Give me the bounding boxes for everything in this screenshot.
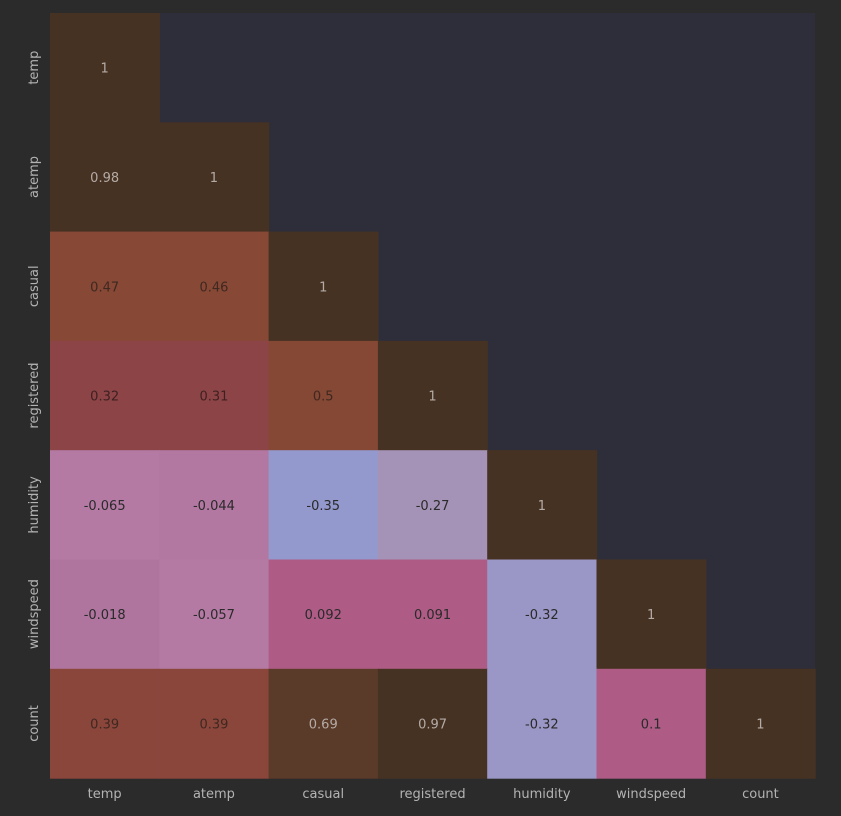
cell-value-label: 1 <box>319 280 327 295</box>
heatmap-cell <box>487 668 598 779</box>
y-tick-label: atemp <box>27 156 42 198</box>
y-tick-label: registered <box>27 362 42 428</box>
cell-value-label: 1 <box>756 717 764 732</box>
cell-value-label: 0.39 <box>199 717 228 732</box>
y-tick-label: windspeed <box>27 579 42 649</box>
cell-value-label: 0.1 <box>641 717 662 732</box>
heatmap-cell <box>50 231 160 342</box>
heatmap-cells: 1 0.98 1 0.47 0.46 1 0.32 0.31 0.5 1 -0.065 -0.044 -… <box>50 13 816 779</box>
cell-value-label: 0.31 <box>199 390 228 405</box>
heatmap-cell <box>268 559 379 670</box>
cell-value-label: 1 <box>538 499 546 514</box>
cell-value-label: 0.092 <box>305 608 342 623</box>
y-tick-label: count <box>27 705 42 742</box>
cell-value-label: -0.057 <box>193 608 235 623</box>
cell-value-label: -0.35 <box>306 499 340 514</box>
heatmap-cell <box>487 559 598 670</box>
heatmap-cell <box>596 559 707 670</box>
heatmap-cell <box>159 450 270 561</box>
cell-value-label: 1 <box>647 608 655 623</box>
x-tick-label: count <box>742 787 779 802</box>
x-tick-label: casual <box>302 787 344 802</box>
cell-value-label: 0.69 <box>309 717 338 732</box>
x-tick-label: registered <box>399 787 465 802</box>
x-tick-label: atemp <box>193 787 235 802</box>
cell-value-label: 0.5 <box>313 390 334 405</box>
heatmap-cell <box>268 231 379 342</box>
heatmap-cell <box>50 340 160 451</box>
heatmap-cell <box>596 668 707 779</box>
x-tick-label: humidity <box>513 787 571 802</box>
cell-value-label: 0.47 <box>90 280 119 295</box>
heatmap-cell <box>159 340 270 451</box>
cell-value-label: -0.065 <box>84 499 126 514</box>
cell-value-label: 0.97 <box>418 717 447 732</box>
cell-value-label: 0.98 <box>90 171 119 186</box>
heatmap-cell <box>50 450 160 561</box>
x-tick-label: temp <box>88 787 122 802</box>
y-tick-label: temp <box>27 51 42 85</box>
heatmap-cell <box>159 231 270 342</box>
heatmap-cell <box>268 340 379 451</box>
heatmap-cell <box>50 559 160 670</box>
heatmap-cell <box>377 340 488 451</box>
heatmap-cell <box>159 122 270 233</box>
cell-value-label: -0.32 <box>525 717 559 732</box>
cell-value-label: -0.32 <box>525 608 559 623</box>
cell-value-label: 1 <box>101 62 109 77</box>
heatmap-cell <box>268 668 379 779</box>
x-tick-label: windspeed <box>616 787 686 802</box>
heatmap-cell <box>50 122 160 233</box>
cell-value-label: 1 <box>428 390 436 405</box>
cell-value-label: 0.39 <box>90 717 119 732</box>
cell-value-label: 0.091 <box>414 608 451 623</box>
y-tick-label: humidity <box>27 476 42 534</box>
heatmap-cell <box>268 450 379 561</box>
heatmap-cell <box>50 668 160 779</box>
y-tick-label: casual <box>27 265 42 307</box>
heatmap-cell <box>159 559 270 670</box>
cell-value-label: 0.46 <box>199 280 228 295</box>
cell-value-label: -0.018 <box>84 608 126 623</box>
cell-value-label: -0.044 <box>193 499 235 514</box>
cell-value-label: 1 <box>210 171 218 186</box>
heatmap-cell <box>377 668 488 779</box>
y-axis-tick-labels: temp atemp casual registered humidity windspe… <box>27 51 42 742</box>
heatmap-cell <box>50 13 160 123</box>
heatmap-cell <box>487 450 598 561</box>
heatmap-cell <box>159 668 270 779</box>
heatmap-cell <box>377 450 488 561</box>
x-axis-tick-labels: temp atemp casual registered humidity windspe… <box>88 787 779 802</box>
heatmap-cell <box>705 668 816 779</box>
heatmap-cell <box>377 559 488 670</box>
cell-value-label: -0.27 <box>416 499 450 514</box>
cell-value-label: 0.32 <box>90 390 119 405</box>
